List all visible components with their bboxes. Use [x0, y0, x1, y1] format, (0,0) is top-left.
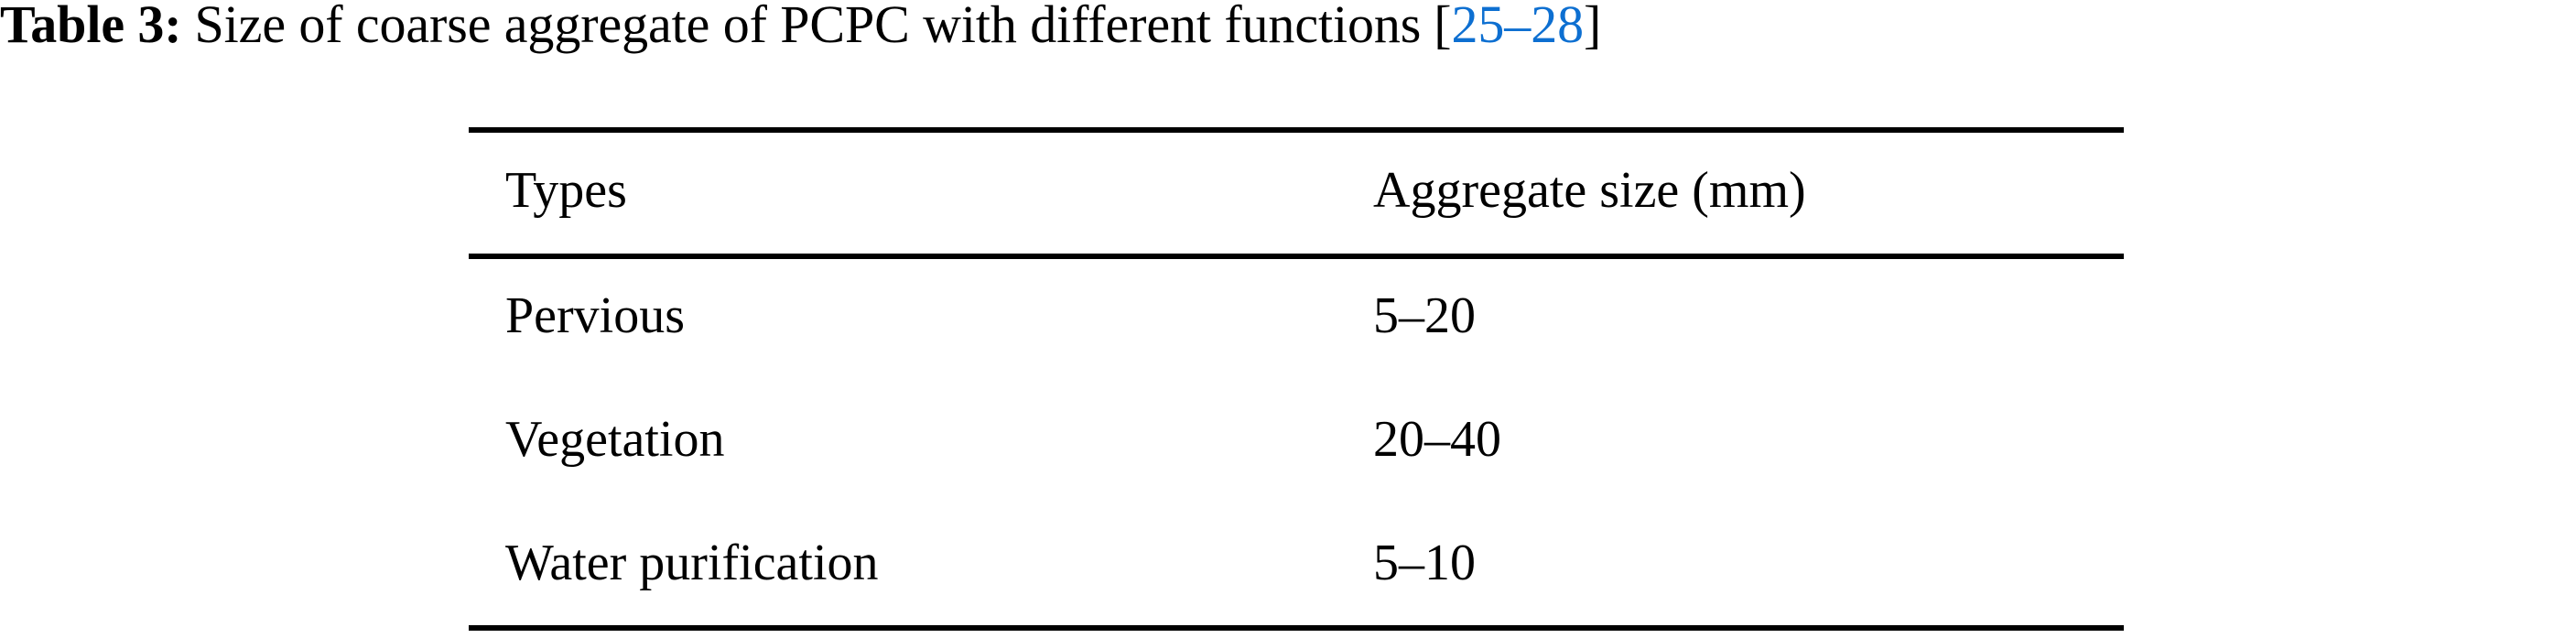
cell-type-vegetation: Vegetation [505, 410, 725, 468]
cell-type-water-purification: Water purification [505, 534, 879, 591]
table-bottom-rule [469, 625, 2124, 631]
table-header: Types Aggregate size (mm) [469, 127, 2124, 254]
caption-label: Table 3: [0, 0, 182, 54]
table-row: Water purification 5–10 [469, 501, 2124, 624]
table-body: Pervious 5–20 Vegetation 20–40 Water pur… [469, 254, 2124, 624]
column-header-types: Types [505, 162, 627, 219]
data-table: Types Aggregate size (mm) Pervious 5–20 … [469, 127, 2124, 624]
table-row: Pervious 5–20 [469, 254, 2124, 377]
column-header-aggregate-size: Aggregate size (mm) [1373, 162, 1806, 219]
cell-size-water-purification: 5–10 [1373, 534, 1476, 591]
table-header-row: Types Aggregate size (mm) [469, 127, 2124, 254]
table-header-rule [469, 254, 2124, 259]
caption-text: Size of coarse aggregate of PCPC with di… [194, 0, 1422, 54]
data-table-container: Types Aggregate size (mm) Pervious 5–20 … [469, 127, 2124, 631]
table-caption: Table 3: Size of coarse aggregate of PCPC… [0, 0, 2576, 53]
cell-size-pervious: 5–20 [1373, 287, 1476, 344]
cell-size-vegetation: 20–40 [1373, 410, 1501, 468]
citation-close-bracket: ] [1584, 0, 1602, 54]
table-top-rule [469, 127, 2124, 133]
cell-type-pervious: Pervious [505, 287, 685, 344]
citation-reference-link[interactable]: 25–28 [1451, 0, 1585, 54]
table-row: Vegetation 20–40 [469, 377, 2124, 501]
citation-open-bracket: [ [1434, 0, 1452, 54]
